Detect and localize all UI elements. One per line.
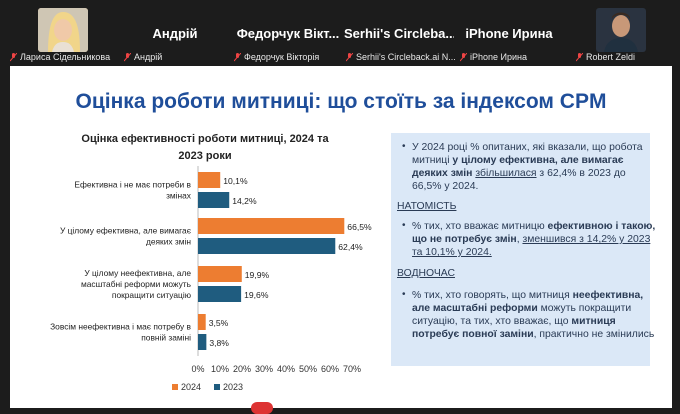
participant-tile[interactable]: Федорчук Вікт... Федорчук Вікторія [234, 0, 342, 66]
mic-muted-icon [576, 52, 583, 62]
legend-swatch [172, 384, 178, 390]
bar-2023 [198, 286, 242, 302]
slide-title: Оцінка роботи митниці: що стоїть за інде… [75, 90, 607, 113]
category-label: покращити ситуацію [112, 290, 191, 300]
bar-2023 [198, 334, 207, 350]
mic-muted-icon [234, 52, 241, 62]
x-tick-label: 60% [321, 364, 339, 374]
category-label: Ефективна і не має потреби в [74, 180, 191, 190]
bar-2023 [198, 238, 336, 254]
participant-tile[interactable]: Robert Zeldi [566, 0, 674, 66]
bar-2023 [198, 192, 230, 208]
mic-muted-icon [346, 52, 353, 62]
x-tick-label: 40% [277, 364, 295, 374]
participant-tile[interactable]: iPhone Ирина iPhone Ирина [456, 0, 562, 66]
category-label: деяких змін [146, 237, 191, 247]
participant-name: iPhone Ирина [465, 26, 553, 41]
data-label: 66,5% [347, 222, 372, 232]
x-tick-label: 50% [299, 364, 317, 374]
participant-name: Андрій [152, 26, 198, 41]
x-tick-label: 20% [233, 364, 251, 374]
x-tick-label: 30% [255, 364, 273, 374]
legend-swatch [214, 384, 220, 390]
participant-label: Федорчук Вікторія [234, 52, 319, 62]
bar-2024 [198, 172, 221, 188]
participant-photo [38, 8, 88, 52]
participant-name: Serhii's Circleba... [344, 26, 454, 41]
heading-natomist: НАТОМІСТЬ [397, 201, 457, 212]
data-label: 14,2% [232, 196, 257, 206]
data-label: 19,9% [245, 270, 270, 280]
category-label: масштабні реформи можуть [81, 279, 192, 289]
findings-panel: У 2024 році % опитаних, які вказали, що … [391, 133, 655, 366]
leave-call-button[interactable] [251, 402, 273, 414]
x-tick-label: 0% [191, 364, 204, 374]
bar-2024 [198, 266, 242, 282]
participant-label: Robert Zeldi [576, 52, 635, 62]
chart-title: Оцінка ефективності роботи митниці, 2024… [65, 131, 345, 165]
data-label: 3,8% [209, 338, 229, 348]
data-label: 3,5% [209, 318, 229, 328]
shared-slide: Оцінка роботи митниці: що стоїть за інде… [10, 66, 672, 408]
legend-entry: 2023 [223, 382, 243, 392]
participant-label: Андрій [124, 52, 162, 62]
category-label: У цілому ефективна, але вимагає [60, 226, 192, 236]
legend-entry: 2024 [181, 382, 201, 392]
data-label: 62,4% [338, 242, 363, 252]
participant-tile[interactable]: Лариса Сідельникова [10, 0, 118, 66]
participants-bar: Лариса Сідельникова Андрій Андрій Федорч… [0, 0, 680, 66]
category-label: У цілому неефективна, але [84, 268, 191, 278]
mic-muted-icon [124, 52, 131, 62]
data-label: 19,6% [244, 290, 269, 300]
participant-tile[interactable]: Serhii's Circleba... Serhii's Circleback… [344, 0, 456, 66]
mic-muted-icon [10, 52, 17, 62]
x-tick-label: 10% [211, 364, 229, 374]
participant-name: Федорчук Вікт... [236, 26, 340, 41]
category-label: змінах [166, 191, 192, 201]
participant-label: Лариса Сідельникова [10, 52, 110, 62]
category-label: повній заміні [141, 333, 191, 343]
mic-muted-icon [460, 52, 467, 62]
chart-title-line-2: 2023 роки [178, 150, 232, 162]
participant-tile[interactable]: Андрій Андрій [120, 0, 230, 66]
data-label: 10,1% [223, 176, 248, 186]
x-tick-label: 70% [343, 364, 361, 374]
finding-bullet-3: % тих, хто говорять, що митниця неефекти… [399, 289, 657, 341]
chart-title-line-1: Оцінка ефективності роботи митниці, 2024… [81, 133, 329, 145]
participant-label: Serhii's Circleback.ai N... [346, 52, 456, 62]
category-label: Зовсім неефективна і має потребу в [50, 322, 191, 332]
finding-bullet-1: У 2024 році % опитаних, які вказали, що … [399, 141, 657, 193]
heading-vodnochas: ВОДНОЧАС [397, 268, 455, 279]
bar-2024 [198, 218, 345, 234]
participant-label: iPhone Ирина [460, 52, 527, 62]
participant-photo [596, 8, 646, 52]
bar-2024 [198, 314, 206, 330]
finding-bullet-2: % тих, хто вважає митницю ефективною і т… [399, 220, 657, 259]
